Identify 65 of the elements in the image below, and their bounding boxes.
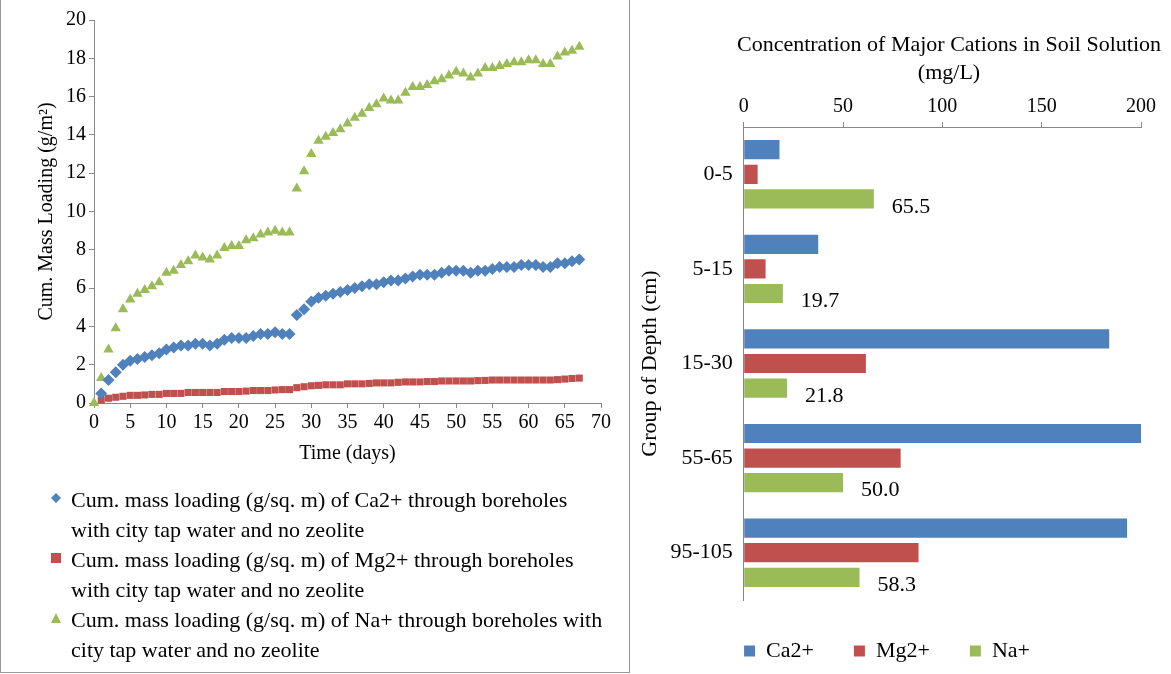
x-tick-label: 60 <box>518 410 539 433</box>
x-tick-label: 70 <box>591 410 611 433</box>
x-tick-label: 100 <box>927 94 958 117</box>
bar <box>744 164 758 184</box>
legend-label: Mg2+ <box>875 636 930 662</box>
x-tick-label: 10 <box>156 410 177 433</box>
bar <box>744 259 766 279</box>
y-tick-label: 6 <box>76 275 86 298</box>
y-tick-label: 95-105 <box>670 538 733 564</box>
bar <box>744 543 919 563</box>
y-tick-label: 18 <box>66 45 86 68</box>
y-tick-label: 12 <box>66 160 86 183</box>
bar <box>744 234 819 254</box>
data-label: 58.3 <box>877 571 917 597</box>
bar <box>744 378 788 398</box>
bar <box>744 140 780 160</box>
bar <box>744 567 860 587</box>
y-tick-label: 4 <box>76 313 86 336</box>
y-tick-label: 16 <box>66 83 86 106</box>
legend-label: Cum. mass loading (g/sq. m) of Ca2+ through boreholes with city tap water and no zeolite <box>71 486 569 544</box>
legend-label: Ca2+ <box>766 636 814 662</box>
x-tick-label: 5 <box>125 410 136 433</box>
x-tick-label: 200 <box>1126 94 1156 117</box>
x-tick-label: 30 <box>301 410 322 433</box>
legend-label: Cum. mass loading (g/sq. m) of Mg2+ through boreholes with city tap water and no zeolite <box>71 546 575 604</box>
x-tick-label: 150 <box>1026 94 1057 117</box>
x-tick-label: 20 <box>228 410 249 433</box>
bar <box>744 329 1110 349</box>
y-tick-label: 20 <box>66 7 86 30</box>
x-tick-label: 50 <box>833 94 854 117</box>
x-tick-label: 25 <box>265 410 286 433</box>
y-tick-label: 8 <box>76 237 86 260</box>
x-axis-title: Time (days) <box>299 441 396 465</box>
x-axis-title: Concentration of Major Cations in Soil Solution (mg/L) <box>735 30 1163 86</box>
bar <box>744 473 844 493</box>
data-label: 65.5 <box>891 192 931 218</box>
y-tick-label: 55-65 <box>681 443 733 469</box>
y-tick-label: 15-30 <box>681 349 733 375</box>
bar <box>744 189 874 209</box>
data-label: 19.7 <box>800 287 840 313</box>
bar <box>744 423 1141 444</box>
legend-label: Cum. mass loading (g/sq. m) of Na+ through boreholes with city tap water and no zeolite <box>71 606 604 664</box>
x-tick-label: 15 <box>192 410 213 433</box>
x-tick-label: 0 <box>738 94 749 117</box>
y-tick-label: 2 <box>76 351 86 374</box>
x-tick-label: 55 <box>482 410 503 433</box>
y-axis-title: Group of Depth (cm) <box>635 270 661 457</box>
bar <box>744 283 783 304</box>
y-tick-label: 0-5 <box>703 160 733 186</box>
data-label: 50.0 <box>861 476 900 502</box>
x-tick-label: 45 <box>409 410 430 433</box>
x-tick-label: 50 <box>446 410 467 433</box>
x-tick-label: 40 <box>373 410 394 433</box>
data-label: 21.8 <box>805 381 844 407</box>
y-tick-label: 14 <box>66 122 86 145</box>
bar <box>744 353 866 374</box>
bar <box>744 518 1128 538</box>
y-tick-label: 5-15 <box>692 254 733 280</box>
bar <box>744 448 901 468</box>
x-tick-label: 65 <box>554 410 575 433</box>
y-axis-title: Cum. Mass Loading (g/m²) <box>34 102 58 321</box>
y-tick-label: 0 <box>76 390 86 413</box>
legend-label: Na+ <box>991 636 1030 662</box>
x-tick-label: 35 <box>337 410 358 433</box>
y-tick-label: 10 <box>66 198 86 221</box>
